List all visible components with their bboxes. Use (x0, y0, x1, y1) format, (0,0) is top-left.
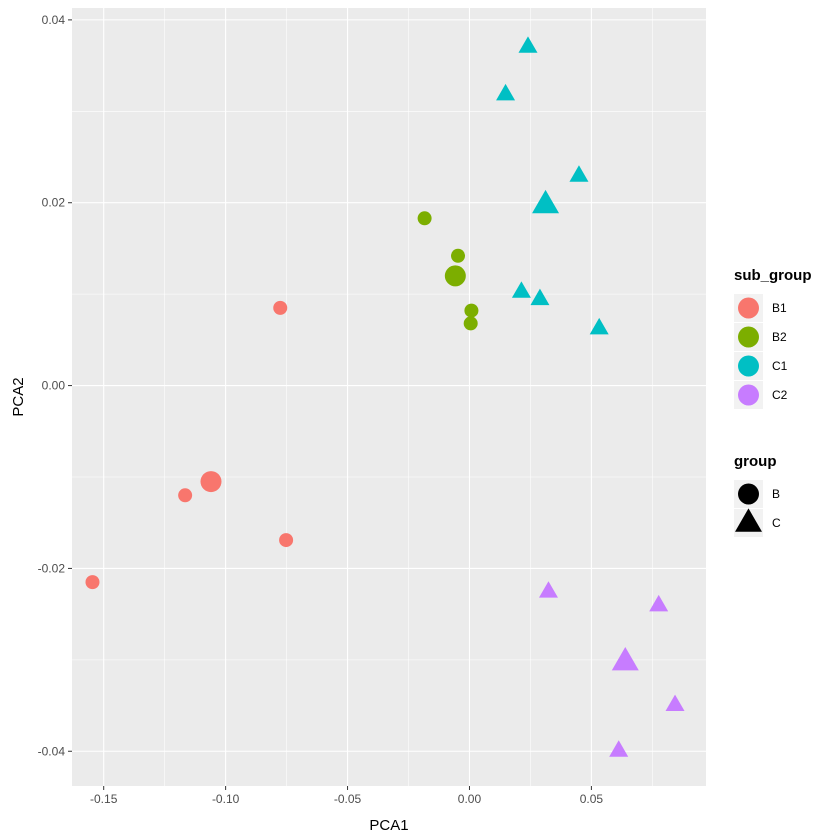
x-axis: -0.15 -0.10 -0.05 0.00 0.05 (90, 786, 603, 806)
legend-label-c1: C1 (772, 359, 788, 373)
data-point-c1 (496, 83, 516, 101)
legend-key-b2 (734, 323, 763, 351)
grid-major (72, 8, 706, 786)
legend-title-sub-group: sub_group (734, 267, 812, 284)
legend-swatch-b2 (738, 326, 759, 348)
legend-label-b2: B2 (772, 330, 787, 344)
data-point-c2 (665, 694, 685, 712)
x-axis-title: PCA1 (369, 817, 408, 834)
y-axis-title: PCA2 (10, 377, 27, 416)
data-point-c1 (589, 317, 609, 335)
data-point-b2 (463, 316, 478, 331)
legend-swatch-c2 (738, 384, 759, 406)
legend-key-c (734, 508, 763, 537)
data-point-c1 (530, 288, 550, 306)
y-axis: -0.04 -0.02 0.00 0.02 0.04 (38, 13, 72, 758)
x-tick-label: -0.15 (90, 792, 118, 806)
legend-key-b (734, 480, 763, 508)
legend-title-group: group (734, 453, 777, 470)
x-tick-label: 0.00 (458, 792, 482, 806)
legend-shape-circle (738, 483, 759, 505)
data-point-c1 (532, 189, 560, 214)
data-point-c2 (609, 740, 629, 757)
data-point-b2 (417, 211, 432, 226)
data-points (85, 36, 685, 757)
plot-panel (72, 8, 706, 786)
x-tick-label: 0.05 (580, 792, 604, 806)
data-point-b1 (85, 575, 100, 590)
legend: sub_group B1 B2 C1 C2 group B C (734, 267, 812, 537)
y-tick-label: 0.02 (42, 196, 66, 210)
legend-label-b1: B1 (772, 301, 787, 315)
data-point-c2 (538, 581, 558, 598)
data-point-c1 (569, 165, 589, 182)
data-point-c2 (649, 594, 669, 612)
legend-label-c2: C2 (772, 388, 788, 402)
data-point-b2 (451, 248, 466, 263)
data-point-b1 (200, 471, 222, 493)
legend-key-c1 (734, 352, 763, 380)
legend-shape-triangle (735, 508, 762, 532)
data-point-c2 (611, 646, 639, 671)
data-point-b1 (178, 488, 193, 503)
x-tick-label: -0.10 (212, 792, 240, 806)
legend-label-c: C (772, 516, 781, 530)
data-point-b1 (279, 533, 294, 548)
x-tick-label: -0.05 (334, 792, 362, 806)
data-point-c1 (511, 281, 531, 298)
data-point-c1 (518, 36, 538, 53)
y-tick-label: 0.00 (42, 379, 66, 393)
legend-key-c2 (734, 381, 763, 409)
legend-label-b: B (772, 487, 780, 501)
y-tick-label: -0.04 (38, 744, 66, 758)
data-point-b1 (273, 300, 288, 315)
y-tick-label: -0.02 (38, 561, 66, 575)
data-point-b2 (464, 303, 479, 318)
grid-minor (72, 8, 706, 786)
legend-swatch-c1 (738, 355, 759, 377)
legend-swatch-b1 (738, 297, 759, 319)
data-point-b2 (444, 265, 466, 287)
y-tick-label: 0.04 (42, 13, 66, 27)
legend-key-b1 (734, 294, 763, 322)
